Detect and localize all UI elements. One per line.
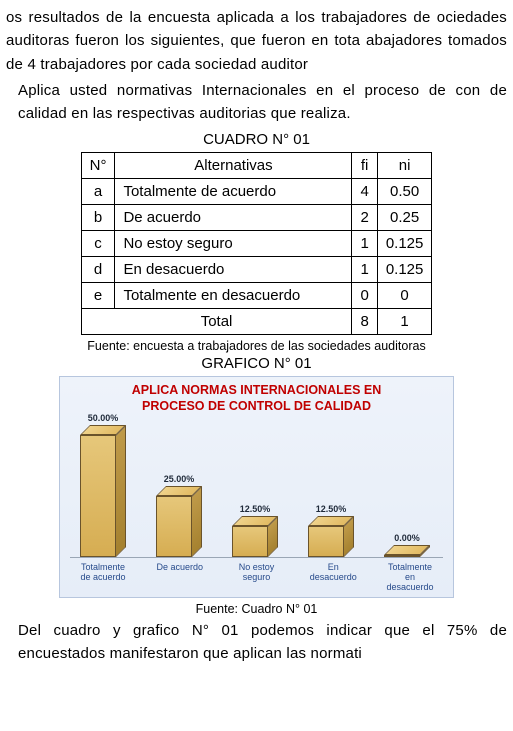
table-total-row: Total 8 1 bbox=[81, 309, 432, 335]
chart-bar-label: 12.50% bbox=[308, 504, 354, 514]
cell-alt: De acuerdo bbox=[115, 205, 352, 231]
cell-ni: 0.125 bbox=[377, 231, 432, 257]
cell-n: a bbox=[81, 179, 115, 205]
chart-bar-label: 12.50% bbox=[232, 504, 278, 514]
chart-label: GRAFICO N° 01 bbox=[6, 355, 507, 372]
cell-ni: 0.25 bbox=[377, 205, 432, 231]
chart-category-label: Totalmentede acuerdo bbox=[70, 562, 136, 593]
chart-x-axis: Totalmentede acuerdo De acuerdo No estoyse… bbox=[70, 562, 443, 593]
total-label: Total bbox=[81, 309, 352, 335]
cell-ni: 0.125 bbox=[377, 257, 432, 283]
cell-fi: 1 bbox=[352, 257, 377, 283]
chart-category-label: Endesacuerdo bbox=[300, 562, 366, 593]
cell-n: e bbox=[81, 283, 115, 309]
cell-n: d bbox=[81, 257, 115, 283]
total-ni: 1 bbox=[377, 309, 432, 335]
cell-n: b bbox=[81, 205, 115, 231]
col-fi: fi bbox=[352, 153, 377, 179]
col-alt: Alternativas bbox=[115, 153, 352, 179]
cell-alt: Totalmente de acuerdo bbox=[115, 179, 352, 205]
chart-bar-label: 0.00% bbox=[384, 533, 430, 543]
chart-source: Fuente: Cuadro N° 01 bbox=[6, 602, 507, 616]
chart-bar-label: 50.00% bbox=[80, 413, 126, 423]
total-fi: 8 bbox=[352, 309, 377, 335]
cell-fi: 2 bbox=[352, 205, 377, 231]
chart-container: APLICA NORMAS INTERNACIONALES EN PROCESO… bbox=[59, 376, 454, 597]
chart-category-label: No estoyseguro bbox=[224, 562, 290, 593]
cell-alt: En desacuerdo bbox=[115, 257, 352, 283]
cell-alt: No estoy seguro bbox=[115, 231, 352, 257]
cell-fi: 4 bbox=[352, 179, 377, 205]
table-row: d En desacuerdo 1 0.125 bbox=[81, 257, 432, 283]
chart-title-line2: PROCESO DE CONTROL DE CALIDAD bbox=[142, 399, 371, 413]
outro-paragraph: Del cuadro y grafico N° 01 podemos indic… bbox=[6, 619, 507, 666]
chart-plot-area: 50.00%25.00%12.50%12.50%0.00% bbox=[70, 419, 443, 558]
question-text: Aplica usted normativas Internacionales … bbox=[6, 79, 507, 126]
chart-title-line1: APLICA NORMAS INTERNACIONALES EN bbox=[132, 383, 382, 397]
chart-category-label: Totalmenteendesacuerdo bbox=[377, 562, 443, 593]
col-n: N° bbox=[81, 153, 115, 179]
chart-bar-label: 25.00% bbox=[156, 474, 202, 484]
table-row: c No estoy seguro 1 0.125 bbox=[81, 231, 432, 257]
chart-title: APLICA NORMAS INTERNACIONALES EN PROCESO… bbox=[70, 383, 443, 414]
cell-fi: 0 bbox=[352, 283, 377, 309]
intro-paragraph: os resultados de la encuesta aplicada a … bbox=[6, 6, 507, 76]
cell-ni: 0.50 bbox=[377, 179, 432, 205]
table-header-row: N° Alternativas fi ni bbox=[81, 153, 432, 179]
chart-category-label: De acuerdo bbox=[147, 562, 213, 593]
cell-alt: Totalmente en desacuerdo bbox=[115, 283, 352, 309]
cell-n: c bbox=[81, 231, 115, 257]
cell-ni: 0 bbox=[377, 283, 432, 309]
data-table: N° Alternativas fi ni a Totalmente de ac… bbox=[81, 152, 433, 335]
table-row: b De acuerdo 2 0.25 bbox=[81, 205, 432, 231]
table-title: CUADRO N° 01 bbox=[6, 131, 507, 148]
col-ni: ni bbox=[377, 153, 432, 179]
table-row: e Totalmente en desacuerdo 0 0 bbox=[81, 283, 432, 309]
cell-fi: 1 bbox=[352, 231, 377, 257]
table-source: Fuente: encuesta a trabajadores de las s… bbox=[6, 339, 507, 353]
table-row: a Totalmente de acuerdo 4 0.50 bbox=[81, 179, 432, 205]
